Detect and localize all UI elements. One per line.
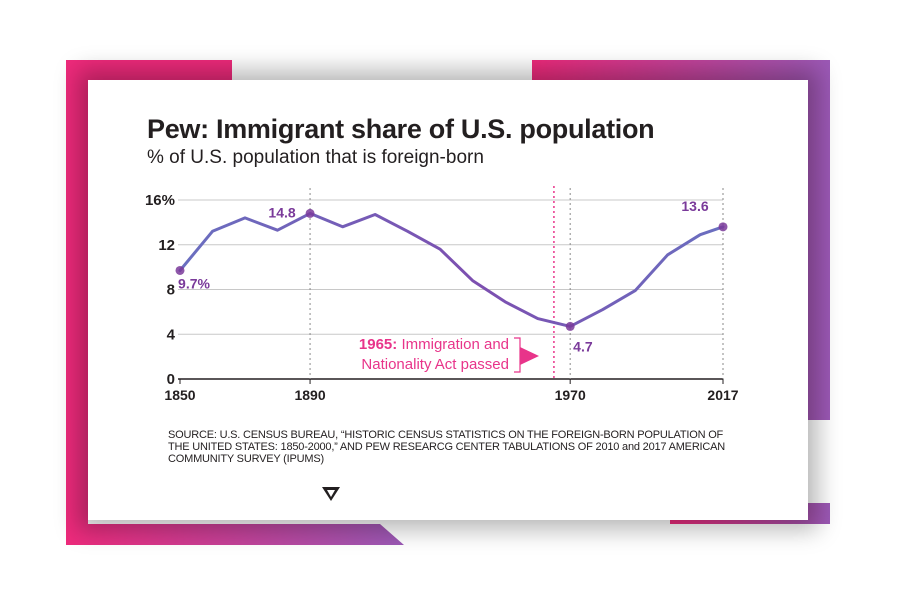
- chart-subtitle: % of U.S. population that is foreign-bor…: [147, 147, 484, 168]
- down-triangle-icon: [322, 487, 340, 501]
- data-labels: 9.7% 14.8 4.7 13.6: [178, 198, 709, 355]
- x-tick-label: 2017: [707, 387, 738, 403]
- y-tick-label: 12: [158, 237, 175, 254]
- y-tick-label: 0: [167, 371, 175, 388]
- frame-bottom-left: [66, 420, 404, 545]
- y-tick-labels: 0 4 8 12 16%: [145, 192, 176, 388]
- annotation-1965: 1965: Immigration and Nationality Act pas…: [359, 186, 555, 379]
- annotation-text-line2: Nationality Act passed: [361, 356, 509, 373]
- data-marker: [565, 321, 575, 331]
- chart-title: Pew: Immigrant share of U.S. population: [147, 114, 655, 144]
- data-marker: [718, 222, 728, 232]
- data-label: 9.7%: [178, 275, 210, 291]
- x-tick-label: 1850: [164, 387, 195, 403]
- y-tick-label: 16%: [145, 192, 175, 209]
- data-markers: [175, 208, 728, 331]
- annotation-bracket: [514, 337, 521, 373]
- frame-top-left: [66, 60, 232, 420]
- source-note: SOURCE: U.S. CENSUS BUREAU, “HISTORIC CE…: [168, 429, 726, 465]
- x-reference-lines: [179, 188, 724, 384]
- y-tick-label: 8: [167, 282, 175, 299]
- x-tick-label: 1970: [555, 387, 586, 403]
- data-label: 13.6: [681, 198, 708, 214]
- data-label: 14.8: [268, 204, 295, 220]
- series-line: [178, 211, 725, 328]
- chart-card: [88, 80, 808, 520]
- x-tick-label: 1890: [294, 387, 325, 403]
- data-marker: [175, 265, 185, 275]
- annotation-text-line1: 1965: Immigration and: [359, 336, 509, 353]
- x-tick-labels: 1850 1890 1970 2017: [164, 387, 738, 403]
- data-marker: [305, 208, 315, 218]
- data-label: 4.7: [573, 338, 593, 354]
- annotation-arrow-icon: [520, 347, 539, 365]
- gridlines: [178, 199, 723, 380]
- y-tick-label: 4: [167, 326, 176, 343]
